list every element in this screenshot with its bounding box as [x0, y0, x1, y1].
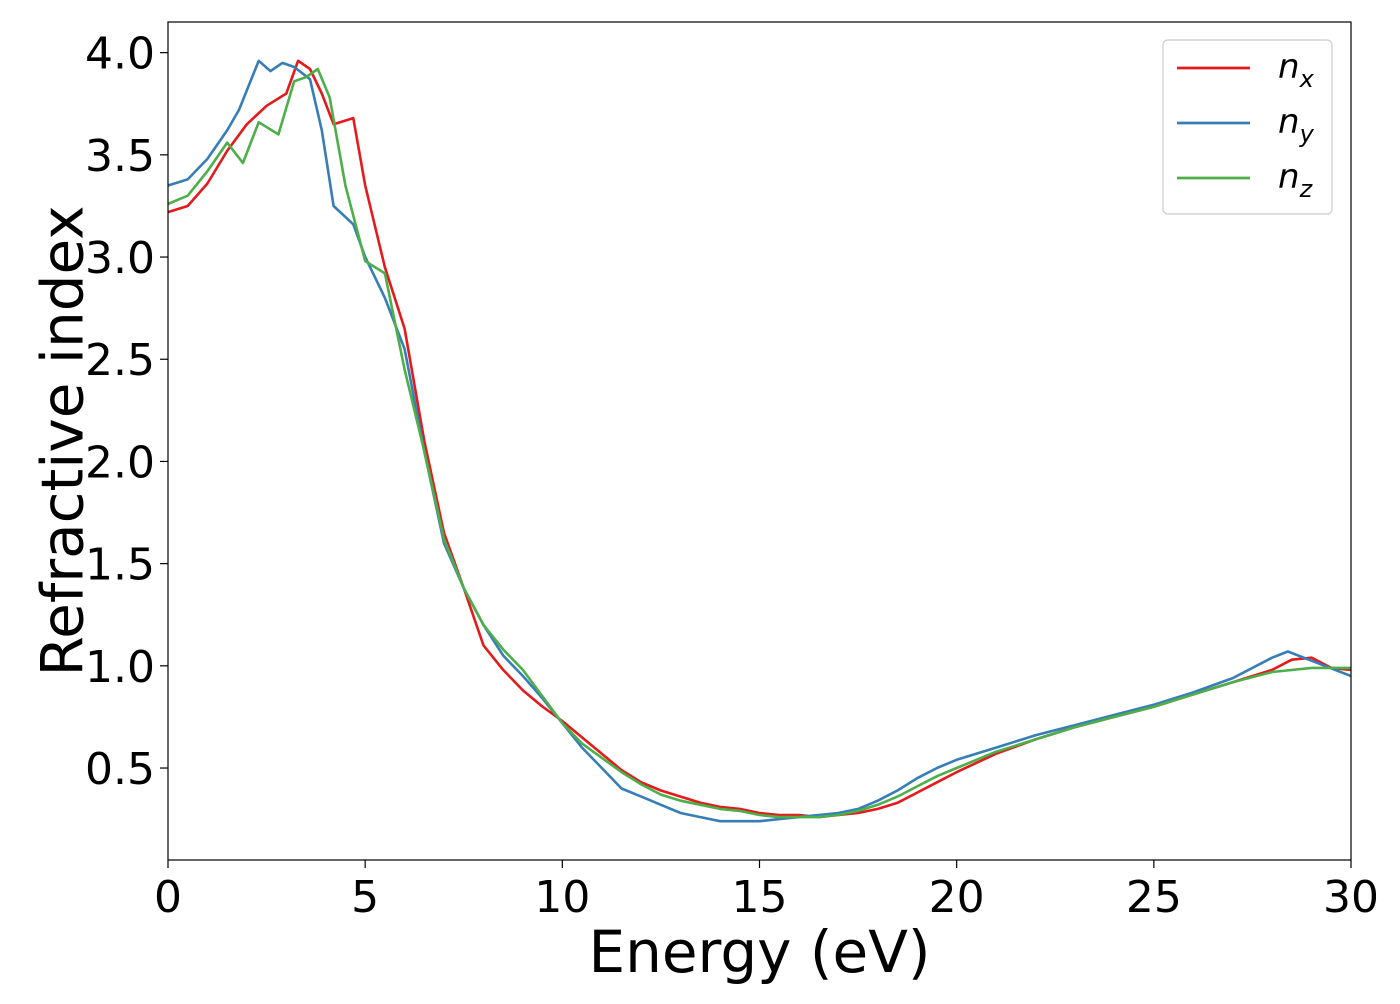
series-line-y [168, 59, 1351, 823]
x-tick-label: 30 [1323, 872, 1379, 923]
legend-label-x: nx [1278, 47, 1315, 93]
x-tick-label: 10 [534, 872, 590, 923]
y-tick-label: 4.0 [85, 29, 155, 80]
y-tick-label: 2.0 [85, 437, 155, 488]
x-tick-label: 0 [154, 872, 182, 923]
x-tick-label: 20 [929, 872, 985, 923]
x-axis-title: Energy (eV) [588, 918, 930, 986]
legend-box [1162, 39, 1333, 215]
y-tick-label: 2.5 [85, 335, 155, 386]
y-tick-label: 3.0 [85, 233, 155, 284]
y-tick-label: 0.5 [85, 744, 155, 795]
y-tick-label: 1.5 [85, 540, 155, 591]
legend-label-y: ny [1278, 102, 1315, 148]
x-tick-label: 15 [732, 872, 788, 923]
x-tick-label: 5 [351, 872, 379, 923]
y-axis-title: Refractive index [28, 205, 96, 676]
legend-label-z: nz [1278, 157, 1314, 203]
lines-layer [168, 59, 1351, 823]
legend: nx ny nz [1162, 39, 1333, 215]
y-tick-label: 1.0 [85, 642, 155, 693]
y-axis: 0.5 1.0 1.5 2.0 2.5 3.0 3.5 4.0 [85, 29, 168, 795]
series-line-z [168, 67, 1351, 819]
y-tick-label: 3.5 [85, 131, 155, 182]
x-axis: 0 5 10 15 20 25 30 [154, 860, 1379, 923]
x-tick-label: 25 [1126, 872, 1182, 923]
